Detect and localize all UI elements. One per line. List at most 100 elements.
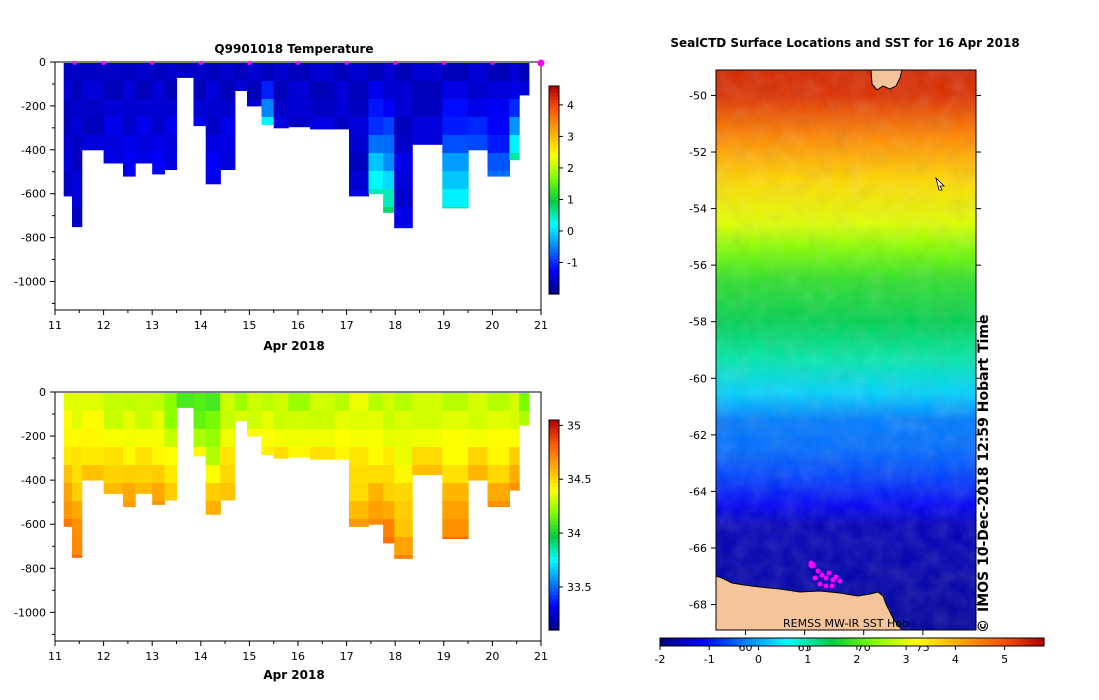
colorbar-tick-label: 3 — [567, 130, 574, 143]
profile-cell — [81, 117, 105, 136]
colorbar-swatch — [549, 179, 559, 184]
colorbar-tick-label: 1 — [567, 193, 574, 206]
profile-cell — [220, 429, 236, 448]
seal-surface-locations — [808, 560, 843, 589]
profile-cell — [234, 393, 248, 412]
profile-cell — [193, 117, 207, 127]
colorbar-swatch — [549, 127, 559, 132]
colorbar-swatch — [871, 638, 877, 646]
profile-cell — [63, 171, 73, 190]
profile-cell — [487, 447, 510, 466]
profile-cell — [349, 189, 369, 197]
colorbar-swatch — [549, 542, 559, 547]
profile-column-8 — [176, 63, 195, 78]
colorbar-swatch — [967, 638, 973, 646]
colorbar-swatch — [549, 430, 559, 435]
colorbar-swatch — [549, 252, 559, 257]
profile-cell — [368, 465, 384, 484]
profile-cell — [220, 117, 236, 136]
colorbar-swatch — [1005, 638, 1011, 646]
colorbar-swatch — [549, 273, 559, 278]
colorbar-swatch — [722, 638, 728, 646]
profile-cell — [288, 63, 311, 82]
profile-cell — [487, 411, 510, 430]
salinity-colorbar: 33.5 34 34.5 35 — [548, 419, 592, 631]
profile-cell — [368, 99, 384, 118]
profile-cell — [442, 447, 469, 466]
profile-cell — [103, 153, 124, 164]
profile-cell — [135, 81, 153, 100]
colorbar-swatch — [832, 638, 839, 646]
colorbar-swatch — [804, 638, 810, 646]
profile-cell — [72, 519, 83, 538]
profile-cell — [288, 99, 311, 118]
colorbar-tick-label: 35 — [567, 419, 581, 432]
colorbar-swatch — [684, 638, 690, 646]
colorbar-swatch — [549, 448, 559, 453]
profile-cell — [349, 135, 369, 154]
profile-cell — [261, 447, 275, 456]
profile-cell — [349, 429, 369, 448]
colorbar-swatch — [549, 269, 559, 274]
colorbar-swatch — [943, 638, 949, 646]
seal-location — [833, 574, 839, 580]
colorbar-tick-label: -2 — [655, 653, 666, 666]
profile-cell — [72, 447, 83, 466]
profile-cell — [164, 135, 178, 154]
profile-cell — [368, 483, 384, 502]
profile-cell — [310, 429, 335, 448]
x-tick-label: 15 — [242, 650, 256, 663]
profile-cell — [72, 225, 83, 228]
profile-cell — [368, 411, 384, 430]
profile-cell — [487, 63, 510, 82]
colorbar-swatch — [664, 638, 671, 646]
profile-cell — [509, 117, 520, 136]
colorbar-swatch — [1039, 638, 1045, 646]
profile-cell — [487, 483, 510, 502]
profile-cell — [72, 117, 83, 136]
colorbar-swatch — [708, 638, 714, 646]
profile-cell — [123, 465, 136, 484]
colorbar-swatch — [549, 469, 559, 474]
colorbar-swatch — [837, 638, 843, 646]
map-copyright: © — [976, 619, 992, 633]
profile-column-5 — [135, 393, 153, 494]
colorbar-swatch — [957, 638, 963, 646]
land-antarctica — [716, 575, 903, 630]
profile-cell — [234, 81, 248, 91]
profile-cell — [394, 537, 413, 556]
colorbar-swatch — [549, 528, 559, 533]
colorbar-tick-label: 33.5 — [567, 581, 592, 594]
profile-column-2 — [81, 63, 105, 151]
colorbar-swatch — [549, 490, 559, 495]
profile-cell — [509, 393, 520, 412]
profile-cell — [63, 63, 73, 82]
colorbar-swatch — [866, 638, 872, 646]
colorbar-swatch — [549, 196, 559, 201]
profile-cell — [164, 63, 178, 82]
profile-cell — [152, 99, 165, 118]
colorbar-swatch — [549, 437, 559, 442]
colorbar-tick-label: 1 — [804, 653, 811, 666]
profile-cell — [135, 153, 153, 164]
profile-cell — [383, 519, 395, 538]
profile-column-0 — [63, 63, 73, 197]
profile-cell — [412, 63, 443, 82]
colorbar-swatch — [549, 138, 559, 143]
profile-cell — [123, 63, 136, 82]
profile-cell — [72, 483, 83, 502]
profile-cell — [394, 153, 413, 172]
colorbar-swatch — [549, 504, 559, 509]
profile-cell — [205, 465, 221, 484]
profile-cell — [487, 171, 510, 177]
profile-cell — [334, 429, 350, 448]
y-tick-label: -400 — [21, 474, 46, 487]
profile-cell — [81, 63, 105, 82]
colorbar-swatch — [914, 638, 920, 646]
profile-column-23 — [412, 63, 443, 145]
colorbar-swatch — [549, 539, 559, 544]
profile-cell — [442, 501, 469, 520]
profile-cell — [152, 117, 165, 136]
colorbar-swatch — [549, 546, 559, 551]
colorbar-swatch — [549, 420, 559, 425]
